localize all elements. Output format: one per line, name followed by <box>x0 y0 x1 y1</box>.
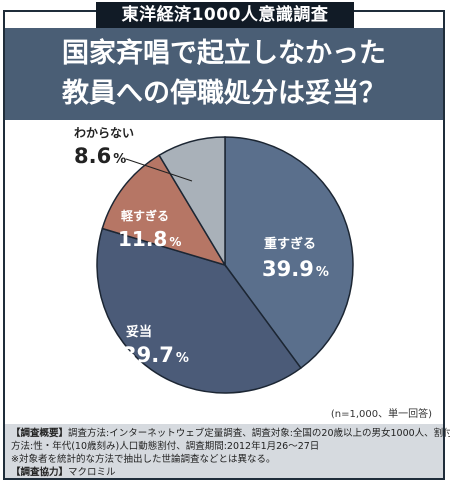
pie-slices <box>96 136 354 394</box>
value-light: 11.8 <box>118 227 167 251</box>
label-light-value: 11.8% <box>118 227 181 251</box>
sample-note: (n=1,000、単一回答) <box>330 409 432 420</box>
label-appropriate-name: 妥当 <box>126 324 152 340</box>
footer-line-3: ※対象者を統計的な方法で抽出した世論調査などとは異なる。 <box>11 454 276 465</box>
label-unknown-name: わからない <box>74 126 134 140</box>
unit-appropriate: % <box>176 351 189 366</box>
survey-footer: 【調査概要】調査方法:インターネットウェブ定量調査、調査対象:全国の20歳以上の… <box>5 424 450 479</box>
slice-appropriate <box>96 227 302 394</box>
label-heavy-name: 重すぎる <box>264 236 316 252</box>
footer-overview-text: 調査方法:インターネットウェブ定量調査、調査対象:全国の20歳以上の男女1000… <box>68 428 450 439</box>
leader-line <box>125 158 193 182</box>
title-line-1: 国家斉唱で起立しなかった <box>62 38 386 69</box>
footer-cooperation-text: マクロミル <box>68 467 116 478</box>
title-band: 国家斉唱で起立しなかった 教員への停職処分は妥当？ <box>5 28 443 120</box>
label-light-name: 軽すぎる <box>121 208 169 223</box>
value-appropriate: 39.7 <box>122 343 174 367</box>
footer-line-1: 【調査概要】調査方法:インターネットウェブ定量調査、調査対象:全国の20歳以上の… <box>11 427 450 440</box>
survey-badge: 東洋経済1000人意識調査 <box>96 2 354 28</box>
label-unknown-value: 8.6% <box>74 144 126 168</box>
unit-light: % <box>169 235 181 249</box>
label-heavy-value: 39.9% <box>262 257 329 281</box>
footer-line-2: 方法:性・年代(10歳刻み)人口動態割付、調査期間:2012年1月26～27日 <box>11 441 320 452</box>
title-line-2: 教員への停職処分は妥当？ <box>62 78 386 109</box>
value-heavy: 39.9 <box>262 257 314 281</box>
label-appropriate-value: 39.7% <box>122 343 189 367</box>
footer-line-4: 【調査協力】マクロミル <box>11 466 437 479</box>
footer-overview-head: 【調査概要】 <box>11 428 69 439</box>
unit-heavy: % <box>316 265 329 280</box>
slice-light <box>101 154 227 267</box>
slice-unknown <box>158 136 226 268</box>
slice-heavy <box>224 136 354 370</box>
value-unknown: 8.6 <box>74 144 111 168</box>
unit-unknown: % <box>113 152 126 167</box>
footer-cooperation-head: 【調査協力】 <box>11 467 69 478</box>
